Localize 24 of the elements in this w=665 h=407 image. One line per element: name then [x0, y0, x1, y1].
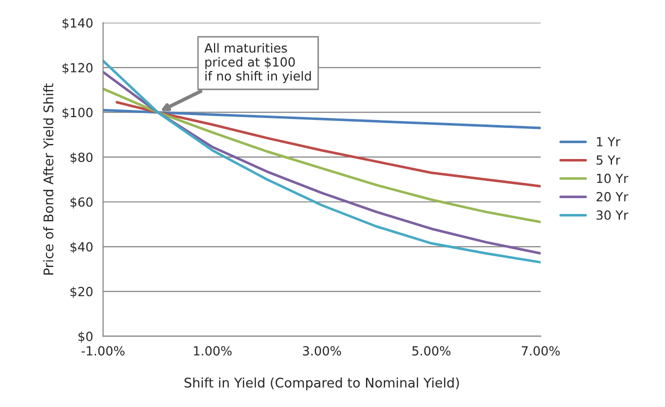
y-tick-label: $40	[70, 242, 93, 254]
legend-label: 30 Yr	[596, 210, 628, 220]
x-tick-label: 1.00%	[194, 346, 232, 356]
line-series	[116, 101, 541, 188]
y-tick-label: $100	[62, 108, 93, 119]
annotation: All maturities priced at $100 if no shift in yield	[204, 43, 311, 84]
y-tick-label: $120	[62, 62, 93, 74]
y-tick-label: $20	[70, 286, 93, 298]
y-tick-label: $0	[78, 331, 93, 343]
y-tick-label: $60	[70, 197, 93, 208]
line-series	[103, 88, 541, 224]
x-tick-label: 7.00%	[522, 346, 560, 356]
x-tick-label: 3.00%	[302, 346, 342, 356]
legend-label: 20 Yr	[596, 192, 628, 202]
legend-label: 5 Yr	[596, 155, 620, 165]
y-tick-label: $80	[70, 152, 93, 164]
y-tick-label: $140	[62, 18, 93, 30]
legend-label: 10 Yr	[597, 174, 628, 184]
line-series	[103, 108, 541, 130]
x-tick-label: 5.00%	[412, 346, 450, 356]
legend-label: 1 Yr	[597, 137, 620, 146]
y-axis-title: Price of Bond After Yield Shift	[43, 83, 54, 275]
x-axis-title: Shift in Yield (Compared to Nominal Yield)	[184, 377, 459, 390]
x-tick-label: -1.00%	[82, 346, 124, 356]
